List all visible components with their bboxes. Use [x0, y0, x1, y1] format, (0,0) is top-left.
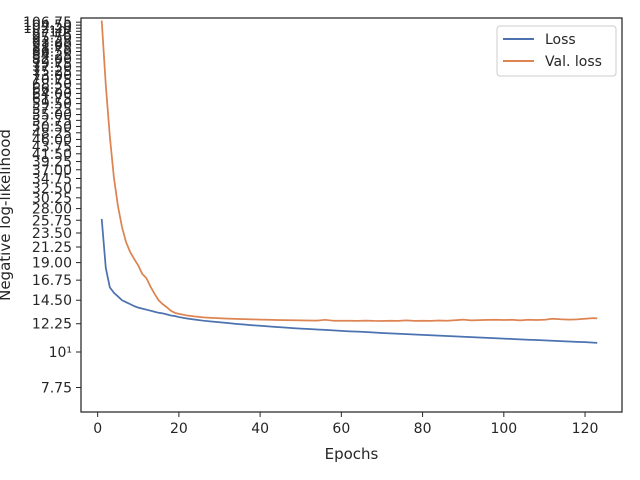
- y-tick-label: 7.75: [41, 381, 72, 397]
- y-tick-marks: [76, 21, 81, 389]
- y-tick-label: 34.75: [32, 172, 72, 188]
- x-tick-label: 80: [414, 421, 432, 437]
- y-tick-label: 64.00: [32, 86, 72, 102]
- y-tick-labels: 7.75 10¹ 12.25 14.50 16.7519.0021.2523.5025.…: [23, 15, 72, 396]
- legend-label-loss: Loss: [545, 32, 576, 48]
- series-line-val-loss: [100, 20, 598, 322]
- x-tick-label: 120: [572, 421, 599, 437]
- x-axis-label: Epochs: [325, 445, 379, 463]
- y-tick-label: 25.75: [32, 213, 72, 229]
- y-tick-label: 28.00: [32, 202, 72, 218]
- y-tick-label: 84.25: [32, 48, 72, 64]
- y-tick-label: 30.25: [32, 191, 72, 207]
- y-tick-label: 39.25: [32, 155, 72, 171]
- series-line-loss: [100, 218, 598, 344]
- x-tick-labels: 0 20 40 60 80 100 120: [93, 421, 598, 437]
- y-tick-label: 21.25: [32, 240, 72, 256]
- y-tick-label: 14.50: [32, 293, 72, 309]
- y-tick-label: 32.50: [32, 181, 72, 197]
- y-tick-label: 19.00: [32, 256, 72, 272]
- y-tick-label: 97.75: [32, 27, 72, 43]
- legend: Loss Val. loss: [496, 25, 617, 77]
- y-tick-label: 68.50: [32, 77, 72, 93]
- y-tick-label: 43.75: [32, 139, 72, 155]
- y-tick-label: 82.00: [32, 52, 72, 68]
- y-tick-label: 37.00: [32, 163, 72, 179]
- y-tick-label: 75.25: [32, 64, 72, 80]
- legend-label-val-loss: Val. loss: [545, 54, 602, 70]
- x-tick-label: 40: [251, 421, 269, 437]
- series-lines: [100, 20, 598, 344]
- y-tick-label: 102.25: [23, 21, 72, 37]
- y-tick-label: 66.25: [32, 82, 72, 98]
- y-tick-label: 79.75: [32, 56, 72, 72]
- y-tick-label: 10¹: [49, 345, 72, 361]
- plot-frame: [80, 17, 623, 413]
- y-tick-label: 61.75: [32, 91, 72, 107]
- x-tick-marks: [97, 412, 586, 417]
- y-tick-label: 93.25: [32, 34, 72, 50]
- y-tick-label: 70.75: [32, 72, 72, 88]
- y-tick-label: 41.50: [32, 147, 72, 163]
- y-tick-label: 57.25: [32, 102, 72, 118]
- y-tick-label: 12.25: [32, 317, 72, 333]
- y-tick-label: 52.75: [32, 113, 72, 129]
- y-tick-label: 59.50: [32, 97, 72, 113]
- y-tick-label: 106.75: [23, 15, 72, 31]
- x-tick-label: 0: [93, 421, 102, 437]
- y-tick-label: 95.50: [32, 31, 72, 47]
- y-tick-label: 46.00: [32, 132, 72, 148]
- y-tick-label: 88.75: [32, 41, 72, 57]
- y-tick-label: 77.50: [32, 60, 72, 76]
- y-tick-label: 104.50: [23, 18, 72, 34]
- y-tick-label: 16.75: [32, 273, 72, 289]
- y-tick-label: 73.00: [32, 68, 72, 84]
- y-tick-label: 10²: [49, 24, 72, 40]
- x-tick-label: 20: [170, 421, 188, 437]
- y-axis-label: Negative log-likelihood: [0, 129, 14, 301]
- y-tick-label: 48.25: [32, 126, 72, 142]
- y-tick-label: 23.50: [32, 226, 72, 242]
- x-tick-label: 100: [490, 421, 517, 437]
- y-tick-label: 86.50: [32, 44, 72, 60]
- y-tick-label: 50.50: [32, 119, 72, 135]
- y-tick-label: 55.00: [32, 108, 72, 124]
- y-tick-label: 91.00: [32, 37, 72, 53]
- x-tick-label: 60: [332, 421, 350, 437]
